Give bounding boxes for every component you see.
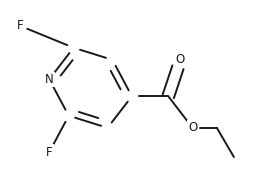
Text: F: F	[46, 146, 53, 159]
Text: O: O	[176, 53, 185, 66]
Text: F: F	[17, 19, 23, 32]
Text: O: O	[188, 121, 197, 134]
Text: N: N	[45, 73, 54, 86]
